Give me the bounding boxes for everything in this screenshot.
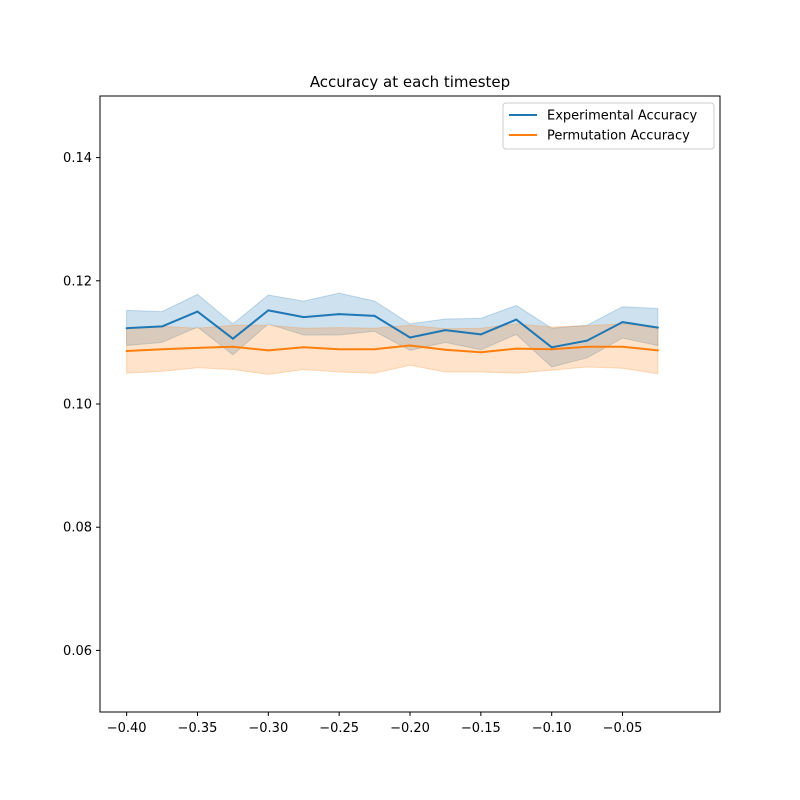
x-tick-label: −0.05 bbox=[603, 721, 643, 736]
y-tick-label: 0.12 bbox=[63, 274, 92, 289]
data-point bbox=[621, 345, 624, 348]
data-point bbox=[302, 346, 305, 349]
data-point bbox=[479, 351, 482, 354]
y-tick-label: 0.10 bbox=[63, 398, 92, 413]
data-point bbox=[338, 348, 341, 351]
series-line-0 bbox=[126, 309, 659, 349]
data-point bbox=[409, 336, 411, 339]
data-point bbox=[586, 339, 589, 342]
data-point bbox=[621, 321, 624, 324]
data-point bbox=[586, 345, 589, 348]
x-tick-label: −0.10 bbox=[532, 721, 572, 736]
data-point bbox=[231, 345, 234, 348]
x-tick-label: −0.35 bbox=[178, 721, 218, 736]
chart-title: Accuracy at each timestep bbox=[310, 73, 510, 91]
legend: Experimental Accuracy Permutation Accurac… bbox=[502, 102, 715, 150]
data-point bbox=[338, 313, 341, 316]
data-point bbox=[196, 310, 199, 313]
confidence-band-1 bbox=[126, 323, 659, 375]
legend-label-1: Permutation Accuracy bbox=[547, 129, 690, 144]
series-line-1 bbox=[126, 344, 659, 354]
data-point bbox=[161, 325, 164, 328]
x-tick-label: −0.30 bbox=[248, 721, 288, 736]
x-tick-label: −0.25 bbox=[319, 721, 359, 736]
confidence-band-0 bbox=[126, 292, 659, 368]
data-point bbox=[267, 309, 270, 312]
x-tick-label: −0.15 bbox=[461, 721, 501, 736]
y-tick-label: 0.14 bbox=[63, 151, 92, 166]
data-point bbox=[656, 326, 659, 329]
data-point bbox=[161, 348, 164, 351]
data-point bbox=[267, 349, 270, 352]
confidence-bands bbox=[126, 292, 659, 375]
x-tick-label: −0.20 bbox=[390, 721, 430, 736]
data-point bbox=[125, 327, 128, 330]
data-point bbox=[550, 346, 553, 349]
data-point bbox=[373, 348, 376, 351]
data-point bbox=[444, 329, 447, 332]
data-point bbox=[656, 349, 659, 352]
data-point bbox=[550, 348, 553, 351]
data-point bbox=[444, 348, 447, 351]
y-tick-label: 0.06 bbox=[63, 644, 92, 659]
data-point bbox=[515, 347, 518, 350]
legend-box bbox=[502, 102, 715, 150]
data-point bbox=[515, 318, 518, 321]
x-tick-label: −0.40 bbox=[107, 721, 147, 736]
data-point bbox=[373, 314, 376, 317]
x-axis: −0.40 −0.35 −0.30 −0.25 −0.20 −0.15 −0.10 −0.05 bbox=[107, 712, 643, 736]
data-point bbox=[125, 350, 128, 352]
data-point bbox=[196, 346, 199, 349]
data-point bbox=[231, 337, 234, 340]
legend-label-0: Experimental Accuracy bbox=[547, 109, 697, 124]
data-point bbox=[409, 344, 411, 347]
y-axis: 0.06 0.08 0.10 0.12 0.14 bbox=[63, 151, 100, 659]
data-point bbox=[479, 333, 482, 336]
data-point bbox=[302, 316, 305, 319]
series-lines bbox=[125, 309, 659, 354]
y-tick-label: 0.08 bbox=[63, 521, 92, 536]
